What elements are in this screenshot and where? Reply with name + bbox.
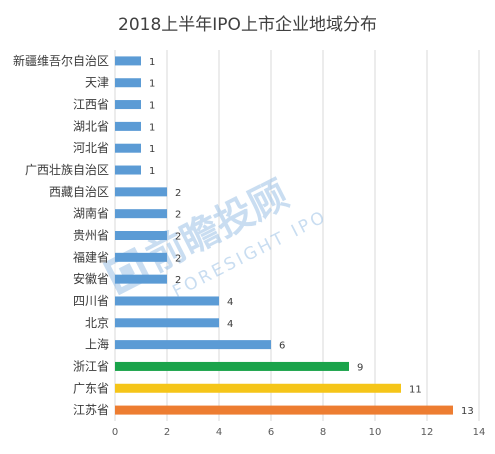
x-tick-label: 10 bbox=[369, 427, 382, 438]
bar bbox=[115, 340, 271, 350]
category-label: 西藏自治区 bbox=[49, 185, 109, 199]
data-label: 1 bbox=[149, 101, 155, 112]
data-label: 6 bbox=[279, 341, 285, 352]
category-label: 上海 bbox=[85, 337, 109, 352]
category-label: 福建省 bbox=[73, 249, 109, 264]
category-label: 河北省 bbox=[73, 141, 109, 155]
bar bbox=[115, 361, 349, 371]
category-label: 贵州省 bbox=[73, 229, 109, 243]
bar bbox=[115, 121, 141, 131]
category-label: 湖北省 bbox=[73, 118, 109, 133]
category-labels: 新疆维吾尔自治区天津江西省湖北省河北省广西壮族自治区西藏自治区湖南省贵州省福建省… bbox=[13, 53, 109, 417]
x-tick-label: 12 bbox=[421, 427, 434, 438]
bar bbox=[115, 100, 141, 110]
x-tick-labels: 0 2 4 6 8 10 12 14 bbox=[112, 427, 486, 438]
bar bbox=[115, 296, 219, 306]
bar bbox=[115, 209, 167, 219]
data-label: 4 bbox=[227, 319, 233, 330]
bars bbox=[115, 56, 453, 415]
data-label: 2 bbox=[175, 275, 181, 286]
data-label: 1 bbox=[149, 122, 155, 133]
bar bbox=[115, 56, 141, 66]
category-label: 广西壮族自治区 bbox=[25, 163, 109, 177]
data-label: 1 bbox=[149, 144, 155, 155]
category-label: 天津 bbox=[85, 76, 109, 90]
x-tick-label: 2 bbox=[164, 427, 170, 438]
x-tick-label: 4 bbox=[216, 427, 222, 438]
bar bbox=[115, 252, 167, 262]
chart-title: 2018上半年IPO上市企业地域分布 bbox=[118, 15, 377, 35]
bar bbox=[115, 274, 167, 284]
category-label: 四川省 bbox=[73, 294, 109, 308]
data-label: 11 bbox=[409, 384, 422, 395]
category-label: 江西省 bbox=[73, 98, 109, 112]
data-label: 4 bbox=[227, 297, 233, 308]
bar bbox=[115, 78, 141, 88]
x-tick-label: 8 bbox=[320, 427, 326, 438]
bar bbox=[115, 165, 141, 175]
category-label: 广东省 bbox=[73, 381, 109, 395]
bar bbox=[115, 405, 453, 415]
bar bbox=[115, 318, 219, 328]
bar bbox=[115, 383, 401, 393]
data-label: 1 bbox=[149, 79, 155, 90]
category-label: 江苏省 bbox=[73, 403, 109, 417]
bar bbox=[115, 143, 141, 153]
data-label: 2 bbox=[175, 210, 181, 221]
category-label: 新疆维吾尔自治区 bbox=[13, 53, 109, 68]
category-label: 浙江省 bbox=[73, 359, 109, 373]
data-label: 2 bbox=[175, 232, 181, 243]
data-label: 2 bbox=[175, 253, 181, 264]
x-tick-label: 14 bbox=[473, 427, 486, 438]
data-label: 9 bbox=[357, 362, 363, 373]
category-label: 湖南省 bbox=[73, 206, 109, 221]
category-label: 北京 bbox=[85, 316, 109, 330]
category-label: 安徽省 bbox=[73, 271, 109, 286]
bar bbox=[115, 187, 167, 197]
x-tick-label: 6 bbox=[268, 427, 274, 438]
data-label: 13 bbox=[461, 406, 474, 417]
bar bbox=[115, 231, 167, 240]
data-label: 2 bbox=[175, 188, 181, 199]
x-tick-label: 0 bbox=[112, 427, 118, 438]
data-label: 1 bbox=[149, 166, 155, 177]
data-label: 1 bbox=[149, 57, 155, 68]
